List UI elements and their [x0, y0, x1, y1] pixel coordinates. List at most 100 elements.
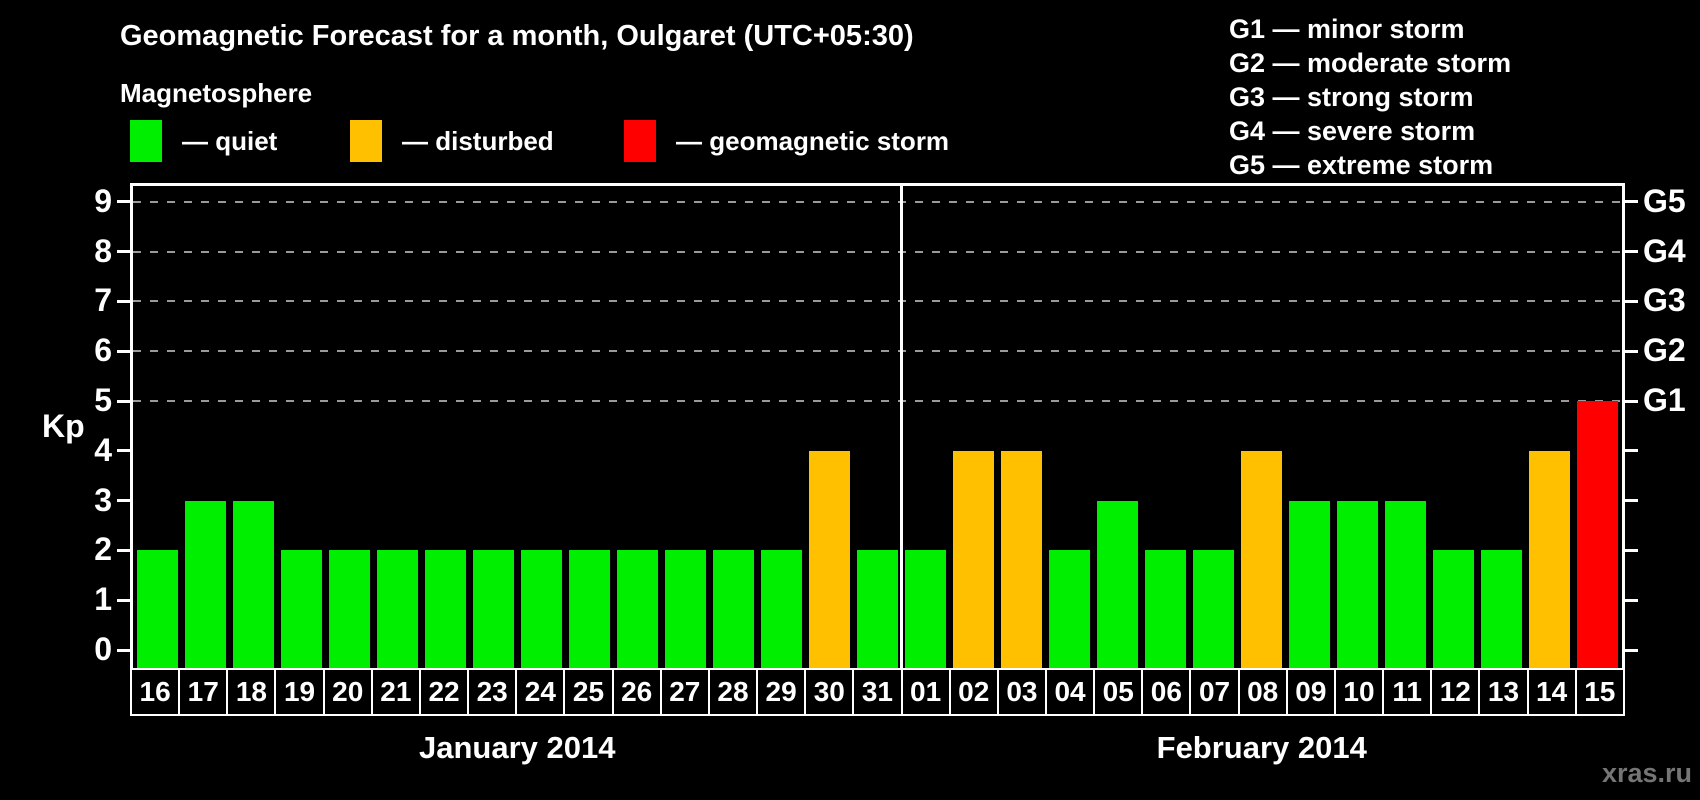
kp-bar-08 [1241, 450, 1283, 668]
date-cell-25: 25 [563, 668, 614, 716]
date-cell-17: 17 [178, 668, 229, 716]
y-axis-tick-right-8 [1625, 250, 1638, 254]
date-cell-03: 03 [996, 668, 1047, 716]
kp-bar-05 [1097, 500, 1139, 668]
date-cell-02: 02 [948, 668, 999, 716]
date-cell-30: 30 [804, 668, 855, 716]
y-axis-label-7: 7 [94, 282, 112, 319]
date-axis: 16 17 18 19 20 21 22 23 24 25 26 27 28 29 30 31 01 02 03 04… [130, 668, 1625, 716]
kp-bar-11 [1385, 500, 1427, 668]
date-cell-31: 31 [852, 668, 903, 716]
y-axis-label-8: 8 [94, 232, 112, 269]
date-cell-26: 26 [611, 668, 662, 716]
date-cell-11: 11 [1382, 668, 1433, 716]
y-axis-tick-left-3 [117, 499, 130, 503]
y-axis-tick-left-9 [117, 200, 130, 204]
right-axis-label-g2: G2 [1643, 332, 1686, 369]
y-axis-tick-left-8 [117, 250, 130, 254]
g-scale-line-g2: G2 — moderate storm [1229, 48, 1512, 78]
y-axis-label-0: 0 [94, 631, 112, 667]
y-axis-label-6: 6 [94, 332, 112, 369]
kp-bar-20 [328, 550, 370, 668]
y-axis-tick-right-9 [1625, 200, 1638, 204]
month-label-february: February 2014 [1156, 730, 1367, 765]
date-cell-08: 08 [1237, 668, 1288, 716]
date-cell-28: 28 [707, 668, 759, 716]
y-axis-tick-left-5 [117, 399, 130, 403]
date-cell-05: 05 [1093, 668, 1144, 716]
date-cell-29: 29 [756, 668, 807, 716]
legend-item-quiet: — quiet [130, 119, 277, 163]
y-axis-tick-right-6 [1625, 349, 1638, 353]
kp-bar-01 [905, 550, 947, 668]
month-separator [900, 186, 904, 668]
date-cell-21: 21 [370, 668, 421, 716]
kp-bar-09 [1289, 500, 1331, 668]
kp-bar-13 [1481, 550, 1523, 668]
kp-bar-25 [568, 550, 610, 668]
right-axis-label-g4: G4 [1643, 232, 1686, 269]
legend-item-disturbed: — disturbed [350, 119, 554, 163]
g-scale-legend: G1 — minor storm G2 — moderate storm G3 … [1229, 12, 1511, 182]
y-axis-tick-left-4 [117, 449, 130, 453]
kp-bar-03 [1001, 450, 1043, 668]
kp-bar-14 [1529, 450, 1571, 668]
y-axis-tick-right-3 [1625, 499, 1638, 503]
kp-bar-24 [520, 550, 562, 668]
date-cell-18: 18 [226, 668, 277, 716]
kp-bar-26 [616, 550, 658, 668]
g-scale-line-g4: G4 — severe storm [1229, 116, 1476, 146]
date-cell-10: 10 [1333, 668, 1385, 716]
g-scale-line-g3: G3 — strong storm [1229, 82, 1474, 112]
legend-label-storm: — geomagnetic storm [676, 125, 950, 156]
page-title: Geomagnetic Forecast for a month, Oulgar… [120, 20, 914, 52]
y-axis-tick-left-2 [117, 548, 130, 552]
gridline-kp7 [133, 300, 1622, 303]
kp-bar-28 [712, 550, 754, 668]
kp-bar-19 [280, 550, 322, 668]
right-axis-label-g3: G3 [1643, 282, 1686, 319]
kp-bar-18 [232, 500, 274, 668]
y-axis-tick-right-1 [1625, 598, 1638, 602]
kp-bar-27 [664, 550, 706, 668]
y-axis-label-1: 1 [94, 581, 112, 618]
kp-bar-07 [1193, 550, 1235, 668]
y-axis-label-3: 3 [94, 481, 112, 518]
date-cell-20: 20 [322, 668, 373, 716]
quiet-color-swatch [130, 120, 162, 162]
kp-bar-02 [953, 450, 995, 668]
gridline-kp5 [133, 400, 1622, 402]
y-axis-title: Kp [42, 408, 85, 444]
date-cell-15: 15 [1574, 668, 1625, 716]
date-cell-13: 13 [1478, 668, 1529, 716]
gridline-kp9 [133, 200, 1622, 203]
legend-label-disturbed: — disturbed [402, 125, 554, 156]
date-cell-07: 07 [1189, 668, 1240, 716]
right-axis-label-g1: G1 [1643, 382, 1686, 418]
date-cell-14: 14 [1526, 668, 1577, 716]
date-cell-24: 24 [515, 668, 566, 716]
kp-bar-29 [760, 550, 802, 668]
month-label-january: January 2014 [419, 730, 616, 765]
g-scale-line-g5: G5 — extreme storm [1229, 150, 1494, 180]
date-cell-09: 09 [1285, 668, 1336, 716]
gridline-kp8 [133, 250, 1622, 253]
y-axis-tick-right-2 [1625, 548, 1638, 552]
date-cell-23: 23 [467, 668, 518, 716]
y-axis-tick-left-0 [117, 648, 130, 652]
plot-area [130, 183, 1625, 668]
storm-color-swatch [624, 120, 656, 162]
y-axis-tick-right-4 [1625, 449, 1638, 453]
kp-bar-15 [1577, 401, 1619, 668]
date-cell-19: 19 [274, 668, 325, 716]
date-cell-12: 12 [1430, 668, 1481, 716]
y-axis-label-4: 4 [94, 431, 112, 468]
y-axis-tick-left-6 [117, 349, 130, 353]
kp-bar-04 [1049, 550, 1091, 668]
kp-bar-21 [376, 550, 418, 668]
kp-bar-30 [808, 450, 850, 668]
g-scale-line-g1: G1 — minor storm [1229, 14, 1465, 44]
y-axis-tick-left-1 [117, 598, 130, 602]
legend-label-quiet: — quiet [182, 125, 278, 156]
